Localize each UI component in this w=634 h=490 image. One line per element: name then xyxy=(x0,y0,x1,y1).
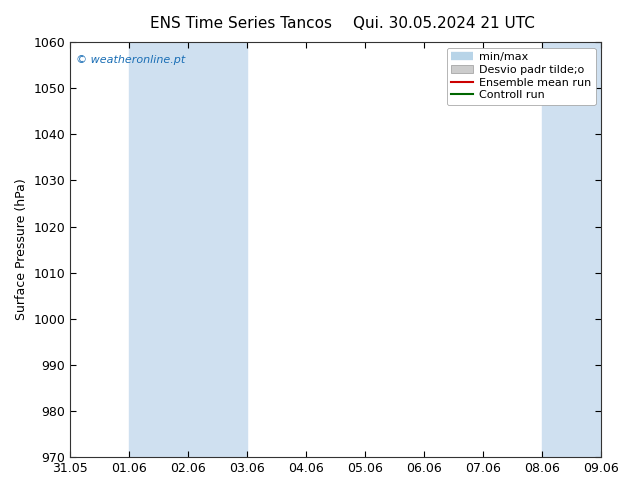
Bar xyxy=(542,42,601,457)
Y-axis label: Surface Pressure (hPa): Surface Pressure (hPa) xyxy=(15,179,28,320)
Text: © weatheronline.pt: © weatheronline.pt xyxy=(75,54,185,65)
Bar xyxy=(129,42,247,457)
Text: Qui. 30.05.2024 21 UTC: Qui. 30.05.2024 21 UTC xyxy=(353,16,534,31)
Legend: min/max, Desvio padr tilde;o, Ensemble mean run, Controll run: min/max, Desvio padr tilde;o, Ensemble m… xyxy=(446,48,595,105)
Text: ENS Time Series Tancos: ENS Time Series Tancos xyxy=(150,16,332,31)
